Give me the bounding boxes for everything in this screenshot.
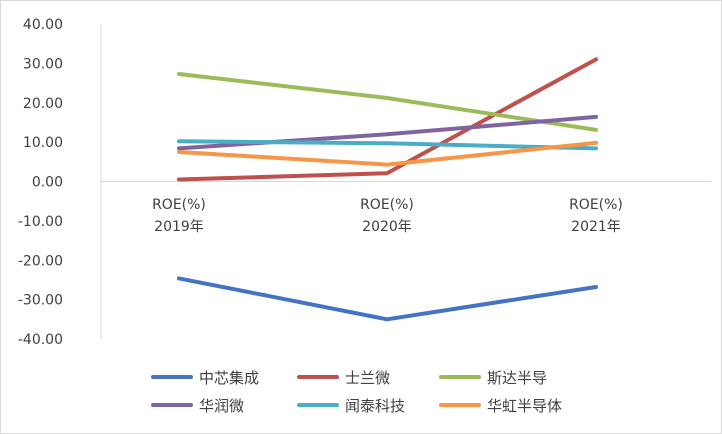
y-tick-label: 20.00: [23, 96, 63, 112]
y-tick-label: -10.00: [18, 214, 63, 230]
y-tick-label: -20.00: [18, 253, 63, 269]
y-axis-labels: 40.00 30.00 20.00 10.00 0.00 -10.00 -20.00 -30.…: [18, 17, 63, 348]
x-tick-label: ROE(%): [569, 197, 623, 213]
y-tick-label: -30.00: [18, 293, 63, 309]
legend-label: 华润微: [199, 397, 244, 415]
y-tick-label: 10.00: [23, 135, 63, 151]
legend-label: 士兰微: [345, 369, 390, 387]
series-lines: [177, 57, 598, 322]
y-tick-label: 40.00: [23, 17, 63, 33]
series-line-3: [177, 72, 598, 132]
x-tick-label: ROE(%): [360, 197, 414, 213]
x-tick-label: ROE(%): [152, 197, 206, 213]
legend-label: 华虹半导体: [487, 397, 562, 415]
x-tick-label: 2019年: [154, 219, 204, 235]
x-tick-label: 2021年: [571, 219, 621, 235]
x-tick-label: 2020年: [362, 219, 412, 235]
y-tick-label: 0.00: [32, 175, 63, 191]
series-line-2: [177, 57, 598, 182]
y-tick-label: 30.00: [23, 56, 63, 72]
legend-label: 中芯集成: [199, 369, 259, 387]
series-line-1: [177, 276, 598, 322]
x-axis-labels: ROE(%) 2019年 ROE(%) 2020年 ROE(%) 2021年: [152, 197, 623, 235]
legend-label: 闻泰科技: [345, 397, 405, 415]
series-line-5: [177, 139, 598, 151]
y-tick-label: -40.00: [18, 332, 63, 348]
series-line-6: [177, 140, 598, 167]
legend-label: 斯达半导: [487, 369, 547, 387]
